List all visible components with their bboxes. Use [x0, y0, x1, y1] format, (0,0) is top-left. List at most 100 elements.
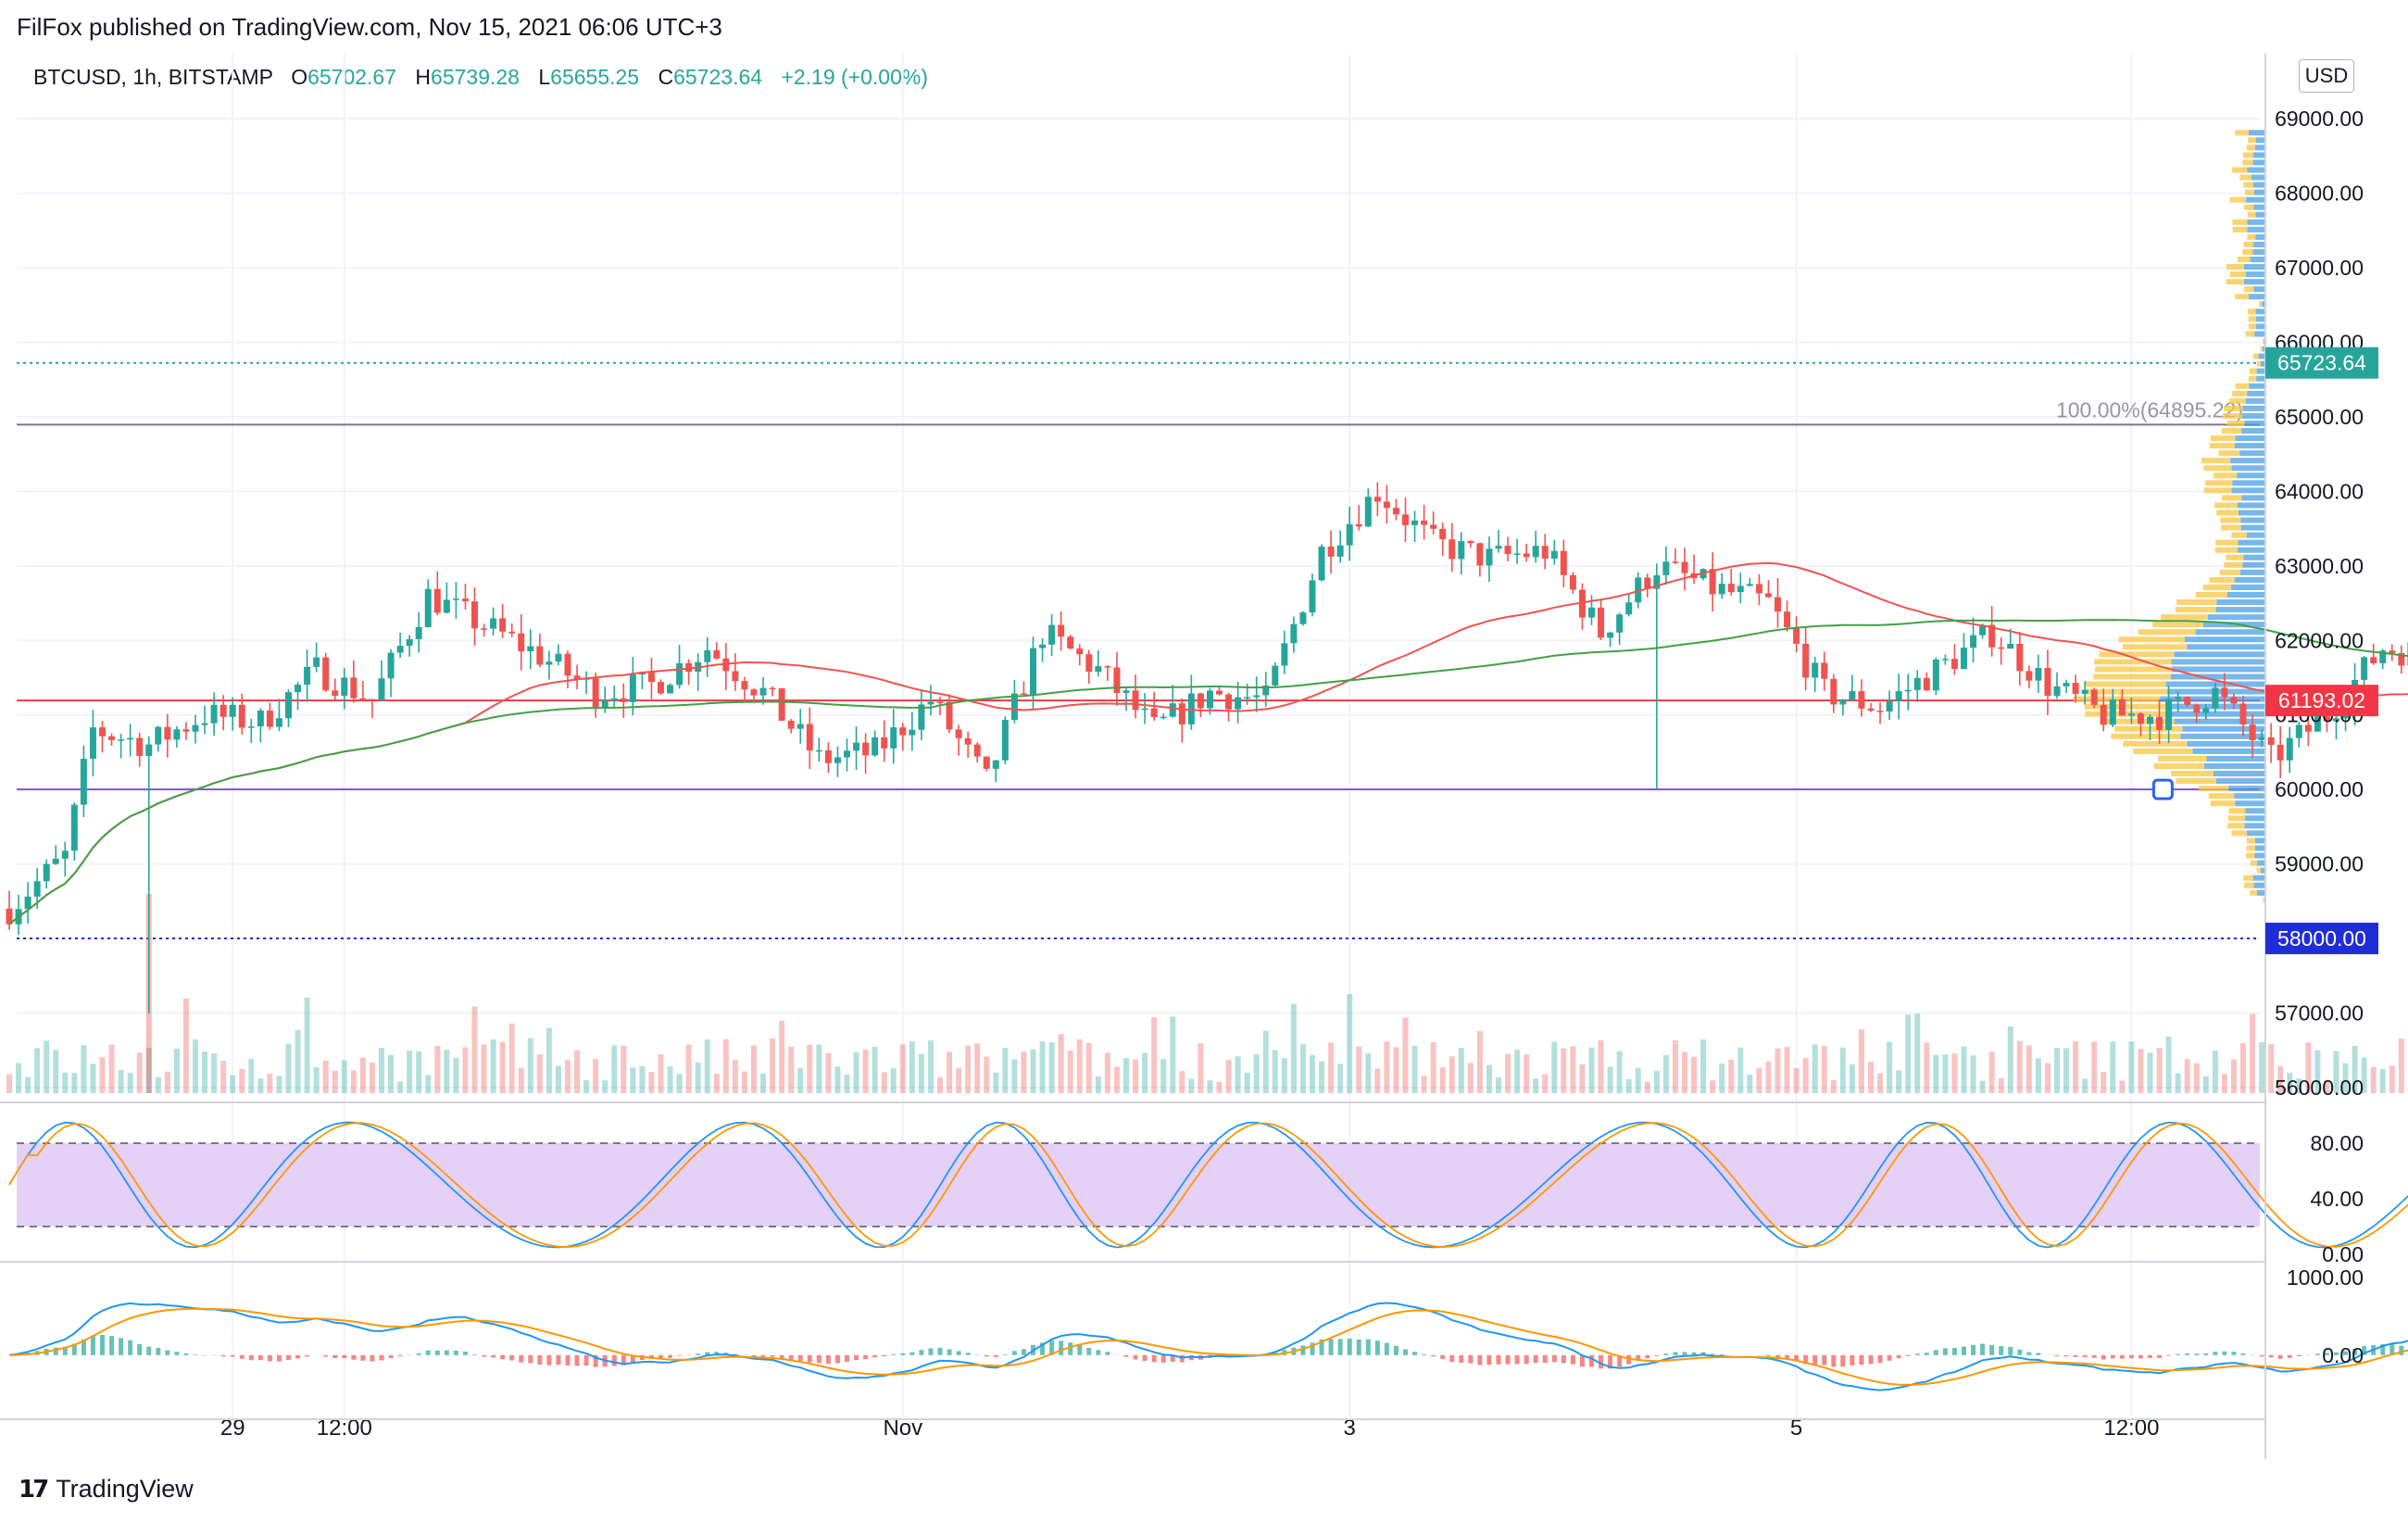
- volume-profile-up: [2171, 666, 2265, 673]
- macd-histogram-bar: [1626, 1354, 1632, 1365]
- volume-profile-up: [2242, 405, 2265, 411]
- volume-bar: [685, 1044, 692, 1093]
- macd-histogram-bar: [1356, 1340, 1361, 1355]
- currency-button[interactable]: USD: [2299, 59, 2354, 93]
- macd-histogram-bar: [1086, 1347, 1092, 1355]
- macd-histogram-bar: [854, 1354, 859, 1361]
- candle-body: [1010, 693, 1018, 721]
- macd-histogram-bar: [909, 1352, 915, 1355]
- macd-histogram-bar: [2389, 1344, 2395, 1355]
- volume-profile-up: [2253, 286, 2265, 293]
- candle-body: [1272, 665, 1279, 686]
- volume-bar: [1505, 1053, 1511, 1093]
- candle-body: [136, 737, 144, 757]
- macd-histogram-bar: [1151, 1354, 1157, 1363]
- macd-histogram-bar: [1840, 1354, 1846, 1367]
- macd-histogram-bar: [100, 1334, 105, 1355]
- volume-bar: [2333, 1051, 2339, 1093]
- macd-histogram-bar: [119, 1338, 124, 1355]
- macd-histogram-bar: [53, 1347, 58, 1355]
- volume-bar: [965, 1045, 972, 1093]
- moving-averages: [8, 561, 2408, 925]
- candle-body: [1309, 580, 1316, 613]
- candle-body: [1169, 703, 1176, 717]
- macd-histogram-bar: [1868, 1354, 1874, 1365]
- candle-body: [667, 685, 674, 694]
- volume-profile-down: [2246, 145, 2255, 151]
- candle-body: [918, 704, 925, 730]
- macd-histogram-bar: [1700, 1352, 1706, 1355]
- macd-histogram-bar: [1756, 1354, 1762, 1356]
- volume-profile-down: [2248, 323, 2257, 330]
- volume-bars: [6, 894, 2408, 1093]
- volume-bar: [1970, 1055, 1976, 1093]
- volume-bar: [872, 1046, 878, 1093]
- volume-bar: [937, 1076, 943, 1093]
- volume-bar: [1058, 1034, 1064, 1093]
- macd-histogram-bar: [295, 1354, 301, 1359]
- volume-bar: [1868, 1062, 1874, 1093]
- candle-body: [1253, 695, 1260, 698]
- candle-body: [2239, 703, 2247, 725]
- volume-bar: [1579, 1064, 1586, 1093]
- volume-profile-down: [2243, 286, 2254, 293]
- volume-profile-down: [2244, 882, 2254, 888]
- macd-histogram-bar: [1933, 1350, 1938, 1355]
- volume-profile-up: [2254, 331, 2265, 337]
- macd-histogram-bar: [2073, 1354, 2078, 1357]
- candle-body: [99, 727, 106, 736]
- candle-body: [2063, 683, 2070, 686]
- volume-bar: [1887, 1041, 1893, 1093]
- volume-bar: [1737, 1047, 1744, 1093]
- volume-profile-up: [2254, 852, 2265, 859]
- macd-histogram-bar: [2008, 1346, 2013, 1355]
- stochastic-line: [8, 1122, 2408, 1249]
- volume-profile-up: [2249, 383, 2265, 389]
- volume-bar: [862, 1049, 869, 1093]
- volume-profile-up: [2238, 539, 2265, 546]
- macd-histogram-bar: [2128, 1354, 2134, 1359]
- candle-body: [909, 729, 916, 736]
- volume-profile-up: [2262, 301, 2265, 308]
- candle-body: [1262, 686, 1270, 696]
- candle-body: [2333, 718, 2339, 722]
- volume-bar: [2296, 1078, 2302, 1093]
- macd-histogram-bar: [351, 1354, 357, 1360]
- volume-bar: [202, 1051, 208, 1093]
- macd-histogram-bar: [1011, 1351, 1017, 1355]
- candle-body: [983, 756, 990, 769]
- volume-profile-down: [2093, 673, 2171, 680]
- volume-profile-down: [2123, 740, 2188, 747]
- macd-histogram-bar: [1002, 1354, 1008, 1355]
- volume-bar: [1384, 1041, 1390, 1093]
- x-tick-label: 3: [1344, 1416, 1356, 1441]
- volume-bar: [518, 1067, 524, 1093]
- macd-histogram-bar: [2166, 1354, 2172, 1356]
- volume-bar: [108, 1044, 115, 1093]
- volume-bar: [1542, 1074, 1549, 1093]
- volume-profile-up: [2174, 718, 2265, 724]
- candle-body: [1281, 643, 1288, 666]
- macd-histogram-bar: [2185, 1353, 2190, 1355]
- macd-histogram-bar: [1096, 1350, 1101, 1355]
- candle-body: [890, 727, 897, 749]
- macd-histogram-bar: [1951, 1348, 1957, 1355]
- volume-profile-up: [2245, 808, 2265, 814]
- macd-histogram-bar: [751, 1354, 757, 1357]
- volume-profile-up: [2215, 778, 2265, 785]
- low-value: 65655.25: [550, 65, 640, 89]
- macd-histogram-bar: [2287, 1354, 2292, 1358]
- volume-profile-down: [2085, 711, 2166, 717]
- candle-body: [1802, 643, 1810, 678]
- macd-histogram-bar: [2324, 1353, 2329, 1355]
- x-tick-label: 5: [1790, 1416, 1802, 1441]
- volume-bar: [1905, 1014, 1912, 1093]
- candle-body: [1913, 677, 1921, 690]
- candle-body: [2314, 716, 2321, 732]
- volume-bar: [853, 1051, 859, 1093]
- candle-body: [601, 700, 608, 708]
- volume-bar: [388, 1054, 395, 1093]
- macd-histogram-bar: [165, 1350, 170, 1355]
- volume-profile-down: [2218, 450, 2240, 457]
